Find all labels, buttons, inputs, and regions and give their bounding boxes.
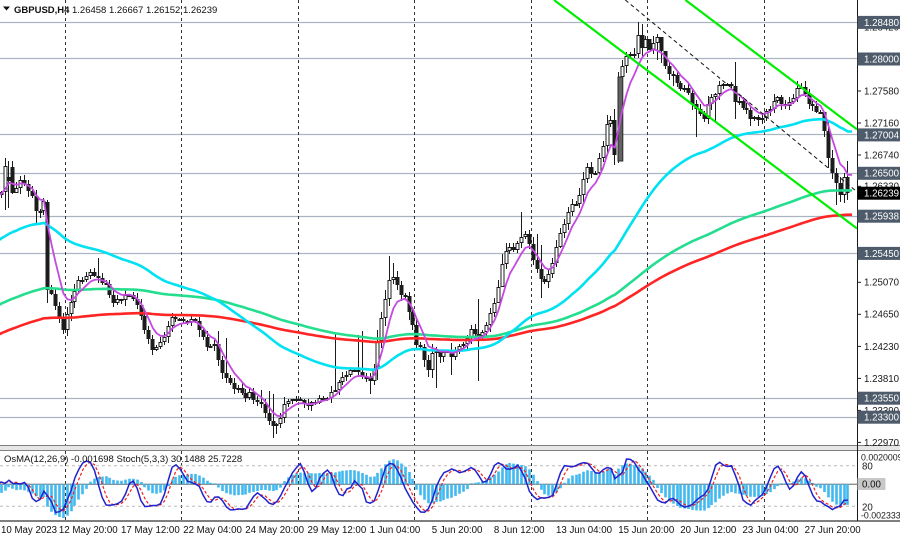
svg-text:GBPUSD,H4: GBPUSD,H4 <box>14 5 70 16</box>
svg-text:8 Jun 12:00: 8 Jun 12:00 <box>494 525 545 536</box>
svg-text:OsMA(12,26,9) -0.001698 Stoch: OsMA(12,26,9) -0.001698 Stoch(5,3,3) 30.… <box>4 454 242 465</box>
svg-text:1 Jun 04:00: 1 Jun 04:00 <box>370 525 421 536</box>
svg-text:1.25938: 1.25938 <box>864 212 899 223</box>
svg-text:13 Jun 04:00: 13 Jun 04:00 <box>556 525 613 536</box>
svg-text:5 Jun 20:00: 5 Jun 20:00 <box>432 525 483 536</box>
svg-text:1.27004: 1.27004 <box>864 130 900 141</box>
svg-text:10 May 2023: 10 May 2023 <box>1 525 57 536</box>
svg-text:1.28000: 1.28000 <box>864 54 900 65</box>
svg-text:1.22970: 1.22970 <box>864 438 900 449</box>
svg-text:1.23810: 1.23810 <box>864 374 900 385</box>
svg-text:-0.002333: -0.002333 <box>861 511 900 521</box>
svg-text:1.24230: 1.24230 <box>864 342 900 353</box>
svg-text:1.26458 1.26667 1.26152 1.2623: 1.26458 1.26667 1.26152 1.26239 <box>72 5 217 16</box>
svg-text:1.26239: 1.26239 <box>864 189 899 200</box>
svg-text:23 Jun 04:00: 23 Jun 04:00 <box>743 525 800 536</box>
svg-text:1.27580: 1.27580 <box>864 86 900 97</box>
svg-text:1.26500: 1.26500 <box>864 169 900 180</box>
svg-text:27 Jun 20:00: 27 Jun 20:00 <box>805 525 862 536</box>
svg-text:1.23550: 1.23550 <box>864 394 900 405</box>
svg-text:0.0020009: 0.0020009 <box>861 453 900 463</box>
svg-text:20: 20 <box>862 503 873 514</box>
svg-text:1.28480: 1.28480 <box>864 18 900 29</box>
svg-text:15 Jun 20:00: 15 Jun 20:00 <box>618 525 675 536</box>
svg-text:0.00: 0.00 <box>862 480 881 491</box>
svg-text:1.27160: 1.27160 <box>864 118 900 129</box>
svg-text:1.25070: 1.25070 <box>864 278 900 289</box>
svg-text:29 May 12:00: 29 May 12:00 <box>308 525 367 536</box>
svg-text:1.26740: 1.26740 <box>864 150 900 161</box>
svg-text:22 May 04:00: 22 May 04:00 <box>183 525 242 536</box>
svg-text:1.24650: 1.24650 <box>864 310 900 321</box>
svg-text:17 May 12:00: 17 May 12:00 <box>121 525 180 536</box>
svg-text:12 May 20:00: 12 May 20:00 <box>59 525 118 536</box>
svg-text:1.23300: 1.23300 <box>864 413 900 424</box>
svg-text:24 May 20:00: 24 May 20:00 <box>245 525 304 536</box>
svg-text:1.25450: 1.25450 <box>864 249 900 260</box>
svg-text:20 Jun 12:00: 20 Jun 12:00 <box>680 525 737 536</box>
svg-text:80: 80 <box>862 462 873 473</box>
